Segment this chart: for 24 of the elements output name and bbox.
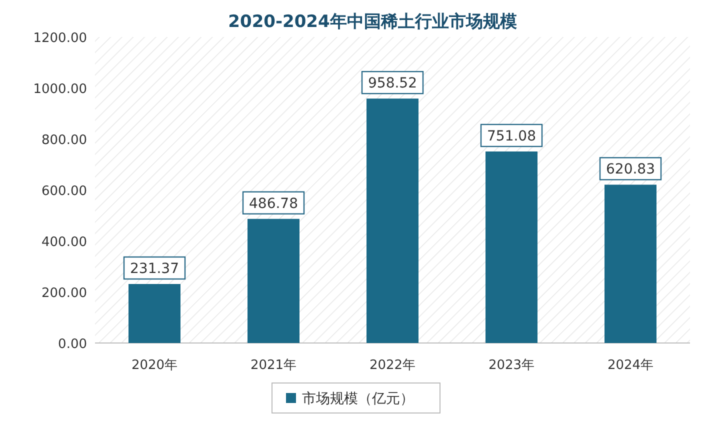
x-tick-label: 2022年 [369,358,416,373]
y-tick-label: 800.00 [42,133,87,148]
x-tick-label: 2023年 [488,358,535,373]
y-tick-label: 200.00 [42,286,87,301]
y-tick-label: 0.00 [58,337,87,352]
y-tick-label: 1200.00 [33,31,87,46]
bar [486,151,538,343]
y-tick-label: 1000.00 [33,82,87,97]
bar [366,98,418,343]
data-label: 231.37 [130,261,179,277]
x-tick-label: 2024年 [607,358,654,373]
y-tick-label: 600.00 [42,184,87,199]
data-label: 486.78 [249,196,298,212]
bar [604,184,656,343]
bar [128,284,180,343]
legend-label: 市场规模（亿元） [302,391,414,407]
x-tick-label: 2021年 [250,358,297,373]
x-tick-label: 2020年 [131,358,178,373]
data-label: 620.83 [606,162,655,178]
data-label: 751.08 [487,128,536,144]
bar [248,218,300,343]
chart-title: 2020-2024年中国稀土行业市场规模 [228,12,517,32]
data-label: 958.52 [368,76,417,92]
y-tick-label: 400.00 [42,235,87,250]
